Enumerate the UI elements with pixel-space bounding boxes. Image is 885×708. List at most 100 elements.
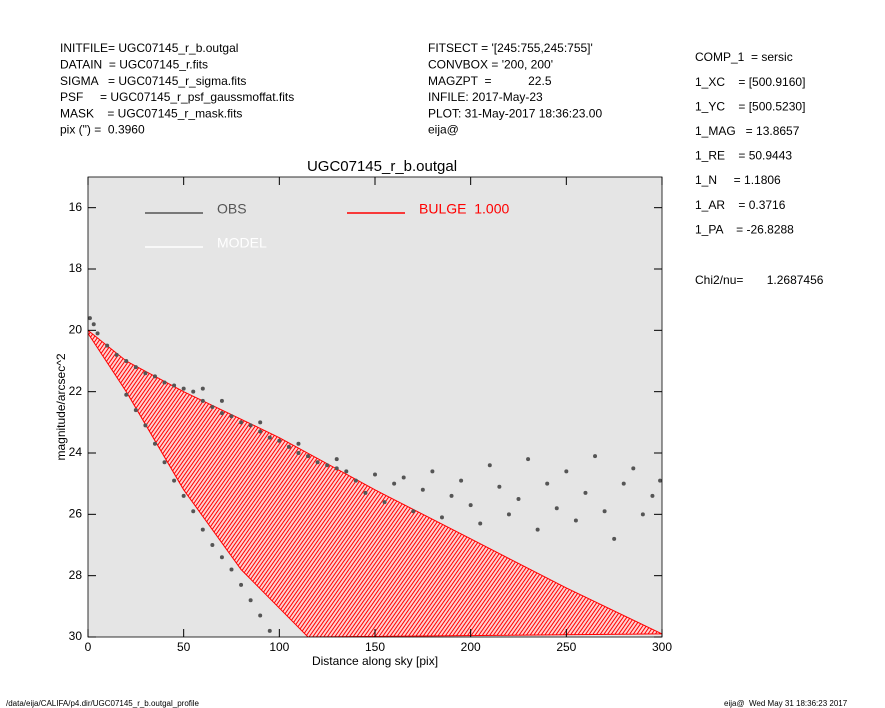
y-tick-label: 28	[69, 568, 83, 582]
data-point	[621, 481, 626, 486]
data-point	[286, 444, 291, 449]
data-point	[248, 598, 253, 603]
data-point	[506, 512, 511, 517]
data-point	[133, 365, 138, 370]
data-point	[258, 429, 263, 434]
data-point	[219, 555, 224, 560]
data-point	[334, 466, 339, 471]
data-point	[239, 582, 244, 587]
data-point	[162, 460, 167, 465]
data-point	[191, 389, 196, 394]
data-point	[200, 386, 205, 391]
data-point	[526, 457, 531, 462]
header-left-line: DATAIN = UGC07145_r.fits	[60, 57, 208, 71]
data-point	[133, 408, 138, 413]
data-point	[210, 543, 215, 547]
data-point	[650, 493, 655, 498]
data-point	[219, 398, 224, 403]
header-right-line: 1_YC = [500.5230]	[695, 99, 805, 113]
data-point	[583, 490, 588, 495]
chi2: Chi2/nu= 1.2687456	[695, 273, 824, 287]
data-point	[373, 472, 377, 477]
chart-title: UGC07145_r_b.outgal	[307, 158, 457, 175]
y-tick-label: 16	[69, 200, 83, 214]
header-right-line: 1_AR = 0.3716	[695, 198, 786, 212]
data-point	[658, 478, 662, 483]
y-tick-label: 18	[69, 261, 83, 275]
header-left-line: PSF = UGC07145_r_psf_gaussmoffat.fits	[60, 90, 294, 104]
data-point	[631, 466, 636, 471]
header-middle-line: eija@	[428, 123, 459, 137]
data-point	[344, 469, 349, 474]
data-point	[105, 343, 110, 348]
y-tick-label: 30	[69, 629, 83, 643]
data-point	[392, 481, 397, 486]
data-point	[200, 398, 205, 403]
data-point	[88, 316, 92, 321]
data-point	[143, 371, 148, 376]
header-right-line: 1_XC = [500.9160]	[695, 75, 805, 89]
legend-label: OBS	[217, 201, 247, 217]
data-point	[612, 536, 617, 541]
data-point	[334, 457, 339, 462]
legend-label: MODEL	[217, 235, 267, 251]
data-point	[296, 451, 301, 455]
data-point	[411, 509, 416, 514]
data-point	[191, 509, 196, 514]
header-left-line: MASK = UGC07145_r_mask.fits	[60, 106, 242, 120]
data-point	[573, 518, 578, 523]
x-tick-label: 150	[365, 640, 385, 654]
x-tick-label: 0	[85, 640, 92, 654]
data-point	[258, 420, 263, 425]
data-point	[114, 352, 119, 357]
data-point	[267, 628, 272, 633]
data-point	[124, 359, 129, 363]
data-point	[239, 420, 244, 425]
header-middle-line: MAGZPT = 22.5	[428, 74, 552, 88]
data-point	[200, 527, 205, 532]
header-left-line: SIGMA = UGC07145_r_sigma.fits	[60, 74, 246, 88]
data-point	[420, 487, 425, 492]
y-tick-label: 26	[69, 507, 83, 521]
data-point	[296, 441, 301, 446]
data-point	[229, 567, 234, 572]
data-point	[95, 331, 100, 336]
header-right-line: 1_MAG = 13.8657	[695, 124, 800, 138]
data-point	[516, 497, 521, 501]
plot-area	[87, 176, 663, 638]
header-middle-line: CONVBOX = '200, 200'	[428, 57, 553, 71]
data-point	[554, 506, 559, 511]
data-point	[181, 386, 186, 391]
header-right-line: COMP_1 = sersic	[695, 50, 793, 64]
data-point	[468, 503, 473, 508]
data-point	[91, 322, 96, 327]
data-point	[219, 411, 224, 416]
data-point	[143, 423, 148, 428]
data-point	[172, 478, 177, 483]
footer-left: /data/eija/CALIFA/p4.dir/UGC07145_r_b.ou…	[6, 699, 200, 708]
model-band	[88, 329, 662, 637]
data-point	[277, 438, 282, 443]
header-left-line: pix (") = 0.3960	[60, 123, 145, 137]
y-tick-label: 24	[69, 445, 83, 459]
data-point	[172, 383, 177, 388]
data-point	[363, 490, 368, 495]
data-point	[535, 527, 540, 532]
data-point	[497, 484, 502, 489]
x-tick-label: 250	[556, 640, 576, 654]
header-right-line: 1_N = 1.1806	[695, 173, 781, 187]
data-point	[353, 478, 358, 483]
header-middle-line: FITSECT = '[245:755,245:755]'	[428, 41, 593, 55]
header-left-line: INITFILE= UGC07145_r_b.outgal	[60, 41, 238, 55]
data-point	[181, 493, 186, 498]
data-point	[152, 441, 157, 446]
data-point	[162, 380, 167, 385]
data-point	[401, 475, 406, 480]
data-point	[382, 500, 387, 505]
header-middle-line: INFILE: 2017-May-23	[428, 90, 543, 104]
data-point	[248, 423, 253, 428]
x-tick-label: 100	[269, 640, 289, 654]
data-point	[325, 463, 330, 468]
data-point	[306, 454, 311, 459]
